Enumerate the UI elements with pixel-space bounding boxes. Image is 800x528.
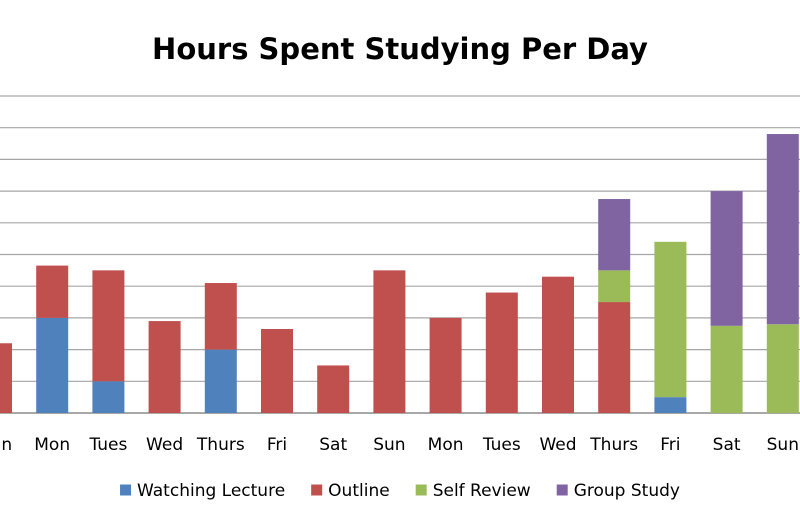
bar-segment [204,349,237,413]
legend-label: Group Study [574,481,680,501]
legend: Watching Lecture Outline Self Review Group … [120,481,680,501]
legend-swatch [311,484,323,496]
legend-label: Self Review [433,481,531,501]
legend-item: Watching Lecture [120,481,285,501]
bar-segment [766,324,799,413]
bar-segment [654,241,687,398]
bar-segment [373,270,406,413]
chart-title: Hours Spent Studying Per Day [152,32,648,66]
bar-segment [36,317,69,413]
bar-segment [148,321,181,413]
legend-item: Group Study [556,481,680,501]
bar-segment [92,270,125,382]
bar-segment [0,343,12,413]
bar-segment [92,381,125,413]
bar-segment [598,270,631,303]
bar-segment [598,199,631,271]
x-tick-label: Thurs [589,435,638,455]
bar-segment [542,276,574,413]
x-tick-label: Wed [146,435,183,455]
x-tick-label: Sun [767,435,799,455]
bar-segment [317,365,350,413]
bar-segment [654,397,687,413]
legend-label: Watching Lecture [137,481,285,501]
legend-label: Outline [328,481,390,501]
legend-swatch [556,484,568,496]
x-tick-label: Fri [267,435,287,455]
bar-segment [261,328,293,413]
x-tick-label: Tues [88,435,127,455]
legend-item: Self Review [415,481,531,501]
x-tick-label: Fri [660,435,680,455]
bar-segment [204,283,237,350]
bar-segment [485,292,518,413]
bar-segment [766,134,799,325]
x-tick-label: Mon [34,435,70,455]
x-tick-label: Sun [373,435,405,455]
x-tick-label: Wed [539,435,576,455]
bar-segment [710,325,743,413]
bar-segment [598,302,631,413]
legend-item: Outline [311,481,390,501]
x-tick-label: Thurs [196,435,245,455]
x-tick-label: Sat [319,435,347,455]
x-tick-label: Sun [0,435,12,455]
bars [0,134,799,413]
x-axis-ticks: Sun Mon Tues Wed Thurs Fri Sat Sun Mon Tues Wed Thu… [0,435,799,455]
bar-segment [710,191,743,326]
legend-swatch [120,484,132,496]
x-tick-label: Mon [428,435,464,455]
x-tick-label: Tues [482,435,521,455]
x-tick-label: Sat [713,435,741,455]
bar-segment [36,265,69,318]
bar-segment [429,317,462,413]
legend-swatch [415,484,427,496]
